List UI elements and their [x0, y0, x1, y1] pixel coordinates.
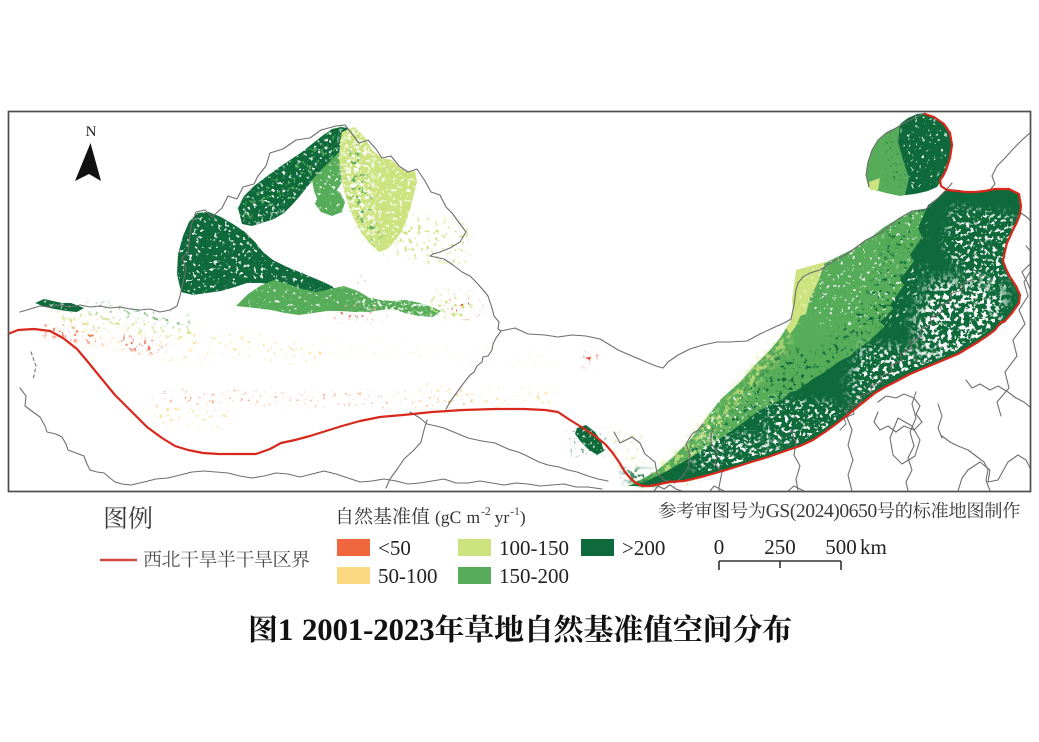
svg-text:100-150: 100-150 [499, 536, 569, 560]
svg-text:>200: >200 [622, 536, 665, 560]
svg-text:150-200: 150-200 [499, 564, 569, 588]
svg-text:50-100: 50-100 [378, 564, 438, 588]
svg-text:0: 0 [714, 535, 725, 559]
svg-text:500: 500 [825, 535, 857, 559]
svg-text:km: km [860, 535, 887, 559]
svg-text:N: N [86, 124, 97, 140]
svg-text:250: 250 [764, 535, 796, 559]
svg-text:<50: <50 [378, 536, 411, 560]
